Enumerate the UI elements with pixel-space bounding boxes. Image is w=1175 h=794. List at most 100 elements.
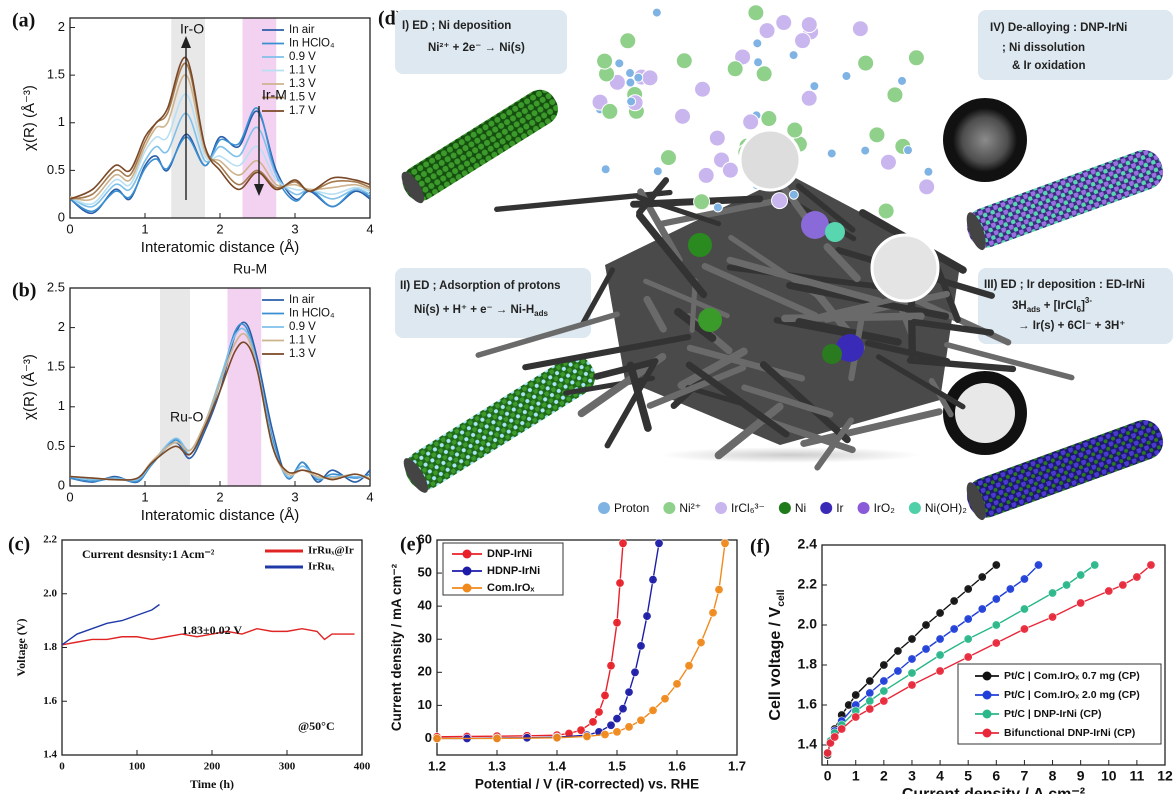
y-tick-label: 50	[418, 565, 432, 580]
y-tick-label: 1.5	[47, 67, 65, 82]
ion	[857, 54, 875, 72]
legend-swatch	[598, 502, 610, 514]
step-reaction: Ni(s) + H⁺ + e⁻ → Ni-Hads	[414, 304, 548, 318]
reaction-part: ; Ni dissolution	[1002, 42, 1085, 54]
legend-label: Pt/C | DNP-IrNi (CP)	[1004, 708, 1101, 720]
legend-swatch	[908, 502, 921, 514]
y-axis-label-text: Voltage (V)	[14, 619, 28, 677]
ion	[788, 50, 799, 61]
step-box	[978, 10, 1173, 80]
series-marker	[893, 666, 903, 676]
series-marker	[552, 733, 562, 743]
series-marker	[648, 705, 658, 715]
step-box	[395, 10, 567, 74]
ion	[800, 16, 818, 34]
legend-label: Pt/C | Com.IrOₓ 0.7 mg (CP)	[1004, 670, 1140, 682]
x-tick-label: 1.5	[608, 758, 626, 773]
ion	[601, 102, 619, 120]
legend-marker	[982, 709, 992, 719]
ion	[619, 32, 637, 50]
legend-label: IrRuₓ	[308, 561, 335, 573]
ion	[614, 58, 625, 69]
ion	[633, 72, 644, 83]
series-marker	[648, 575, 658, 585]
x-tick-label: 3	[291, 489, 298, 504]
legend-marker	[462, 566, 472, 576]
ion	[877, 202, 895, 220]
series-marker	[594, 707, 604, 717]
ion	[742, 113, 760, 131]
legend-label: IrCl₆³⁻	[731, 501, 765, 515]
legend-label: Ir	[836, 501, 843, 515]
fiber	[475, 311, 620, 358]
step-reaction: & Ir oxidation	[1012, 60, 1085, 72]
series-marker	[879, 660, 889, 670]
series-marker	[851, 690, 861, 700]
x-tick-label: 12	[1157, 768, 1173, 784]
series-marker	[879, 676, 889, 686]
series-marker	[865, 676, 875, 686]
legend-marker	[462, 549, 472, 559]
y-tick-label: 60	[418, 531, 432, 546]
highlight-band	[227, 288, 262, 486]
series-line	[70, 332, 370, 481]
fiber	[864, 340, 951, 365]
series-marker	[1090, 560, 1100, 570]
series-marker	[830, 732, 840, 742]
x-tick-label: 1	[852, 768, 860, 784]
panel-label: (a)	[12, 10, 35, 32]
ion	[923, 166, 934, 177]
fiber	[944, 341, 1075, 381]
x-tick-label: 5	[964, 768, 972, 784]
ion	[693, 193, 711, 211]
reaction-part: ]	[1081, 300, 1085, 312]
sem-image	[955, 383, 1015, 443]
x-tick-label: 0	[59, 761, 65, 773]
series-marker	[576, 725, 586, 735]
x-tick-label: 200	[204, 761, 221, 773]
series-marker	[1005, 584, 1015, 594]
ion	[760, 110, 778, 128]
y-tick-label: 0	[58, 477, 65, 492]
reaction-part: Ni²⁺ + 2e⁻ → Ni(s)	[428, 42, 525, 54]
x-tick-label: 0	[824, 768, 832, 784]
ion	[626, 96, 637, 107]
y-tick-label: 1.4	[798, 736, 818, 752]
series-marker	[823, 748, 833, 758]
series-line	[70, 327, 370, 482]
x-tick-label: 100	[129, 761, 146, 773]
series-marker	[714, 585, 724, 595]
series-marker	[1118, 580, 1128, 590]
arrow-head	[254, 184, 264, 196]
y-axis-label-text: χ(R) (Å⁻³)	[21, 85, 38, 151]
fiber	[823, 243, 861, 283]
y-tick-label: 1.8	[798, 656, 818, 672]
ion	[712, 202, 723, 213]
series-marker	[893, 646, 903, 656]
series-marker	[612, 727, 622, 737]
legend-label: IrO₂	[874, 501, 896, 515]
y-tick-label: 2.0	[43, 587, 57, 599]
legend-label: DNP-IrNi	[487, 548, 532, 560]
series-marker	[1146, 560, 1156, 570]
x-tick-label: 8	[1049, 768, 1057, 784]
legend-label: Ni(OH)₂	[925, 501, 967, 515]
ion	[675, 52, 693, 70]
series-marker	[963, 584, 973, 594]
y-axis-label-text: Current density / mA cm⁻²	[389, 563, 404, 731]
x-tick-label: 0	[66, 221, 73, 236]
x-tick-label: 9	[1077, 768, 1085, 784]
x-tick-label: 4	[366, 489, 373, 504]
annotation: 1.83±0.02 V	[182, 623, 242, 637]
x-axis-label: Potential / V (iR-corrected) vs. RHE	[475, 777, 699, 792]
step-title: IV) De-alloying : DNP-IrNi	[990, 22, 1127, 34]
y-tick-label: 1.5	[47, 359, 65, 374]
y-tick-label: 2.2	[798, 576, 818, 592]
series-line	[70, 56, 370, 200]
y-tick-label: 1.4	[43, 749, 57, 761]
step-reaction: 3Hads + [IrCl6]3-	[1012, 296, 1092, 314]
series-line	[70, 62, 370, 200]
y-tick-label: 2	[58, 19, 65, 34]
legend-label: Ni	[795, 501, 806, 515]
series-marker	[1048, 612, 1058, 622]
